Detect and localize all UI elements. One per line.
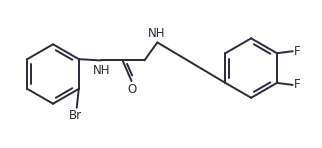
Text: O: O (127, 83, 136, 96)
Text: F: F (294, 45, 301, 58)
Text: F: F (294, 78, 301, 91)
Text: NH: NH (93, 64, 110, 77)
Text: NH: NH (147, 27, 165, 40)
Text: Br: Br (69, 109, 82, 122)
